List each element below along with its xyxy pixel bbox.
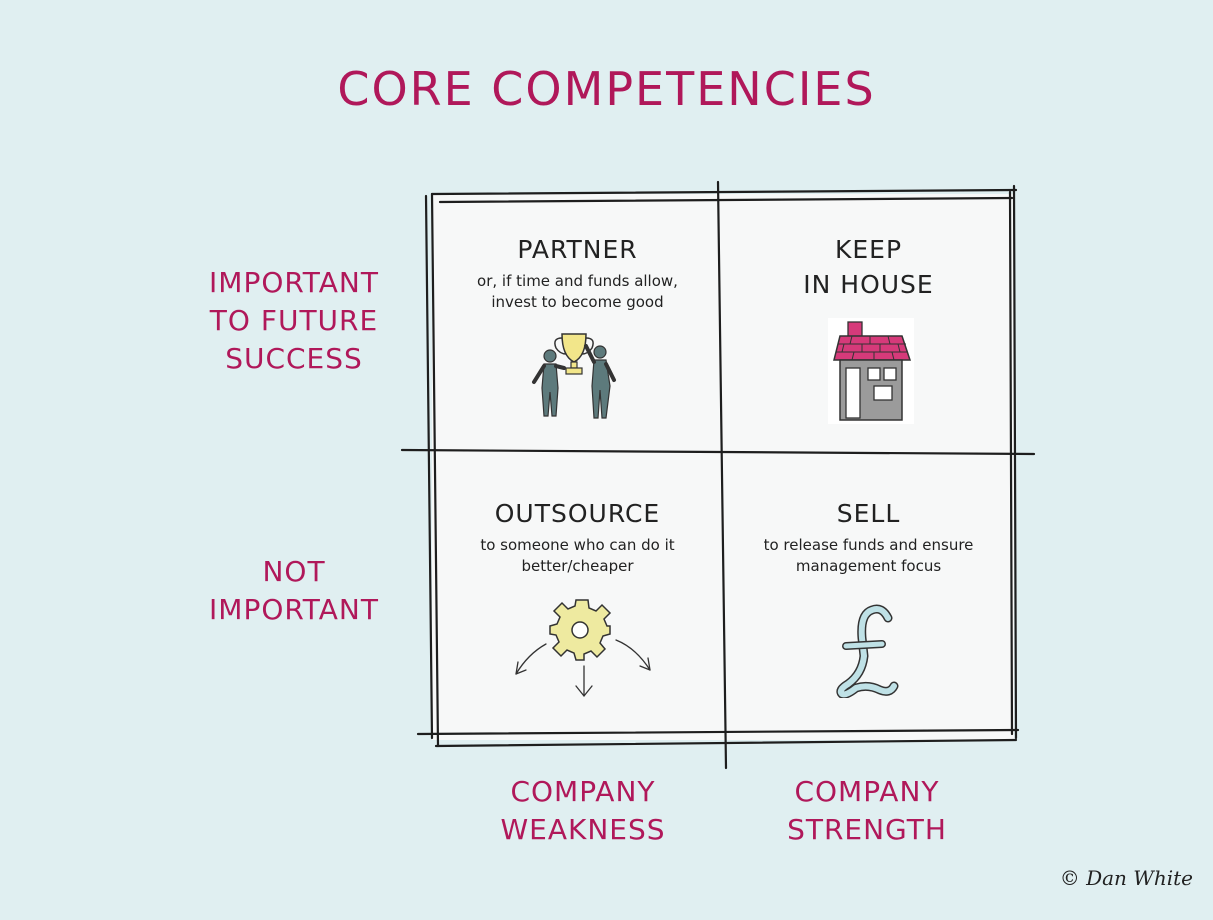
trophy-people-icon [532, 333, 616, 419]
column-label-strength: COMPANY STRENGTH [722, 773, 1012, 849]
quadrant-partner: PARTNER or, if time and funds allow, inv… [432, 232, 723, 313]
column-label-weakness: COMPANY WEAKNESS [438, 773, 728, 849]
row-label-important: IMPORTANT TO FUTURE SUCCESS [170, 264, 418, 378]
quadrant-outsource: OUTSOURCE to someone who can do it bette… [432, 496, 723, 577]
row-label-line: IMPORTANT [209, 593, 379, 626]
quadrant-grid [432, 194, 1014, 740]
copyright-credit: © Dan White [1059, 866, 1193, 890]
gear-arrows-icon [515, 599, 651, 697]
quadrant-heading: KEEP [834, 235, 903, 264]
quadrant-sell: SELL to release funds and ensure managem… [723, 496, 1014, 577]
house-icon [828, 318, 914, 424]
diagram-title: CORE COMPETENCIES [337, 62, 876, 116]
row-label-line: TO FUTURE [209, 304, 379, 337]
quadrant-heading: OUTSOURCE [494, 499, 661, 528]
quadrant-heading: SELL [836, 499, 901, 528]
quadrant-heading: PARTNER [517, 235, 638, 264]
quadrant-heading: IN HOUSE [803, 270, 934, 299]
quadrant-description: to someone who can do it [480, 536, 675, 554]
quadrant-description: or, if time and funds allow, [477, 272, 678, 290]
quadrant-keep-in-house: KEEP IN HOUSE [723, 232, 1014, 302]
column-label-line: WEAKNESS [500, 813, 666, 846]
column-label-line: COMPANY [510, 775, 656, 808]
quadrant-description: invest to become good [491, 293, 664, 311]
pound-icon [836, 604, 899, 698]
column-label-line: COMPANY [794, 775, 940, 808]
row-label-line: NOT [262, 555, 326, 588]
quadrant-description: management focus [795, 557, 942, 575]
column-label-line: STRENGTH [787, 813, 947, 846]
row-label-not-important: NOT IMPORTANT [170, 553, 418, 629]
quadrant-description: better/cheaper [521, 557, 634, 575]
row-label-line: IMPORTANT [209, 266, 379, 299]
row-label-line: SUCCESS [225, 342, 363, 375]
quadrant-description: to release funds and ensure [763, 536, 974, 554]
